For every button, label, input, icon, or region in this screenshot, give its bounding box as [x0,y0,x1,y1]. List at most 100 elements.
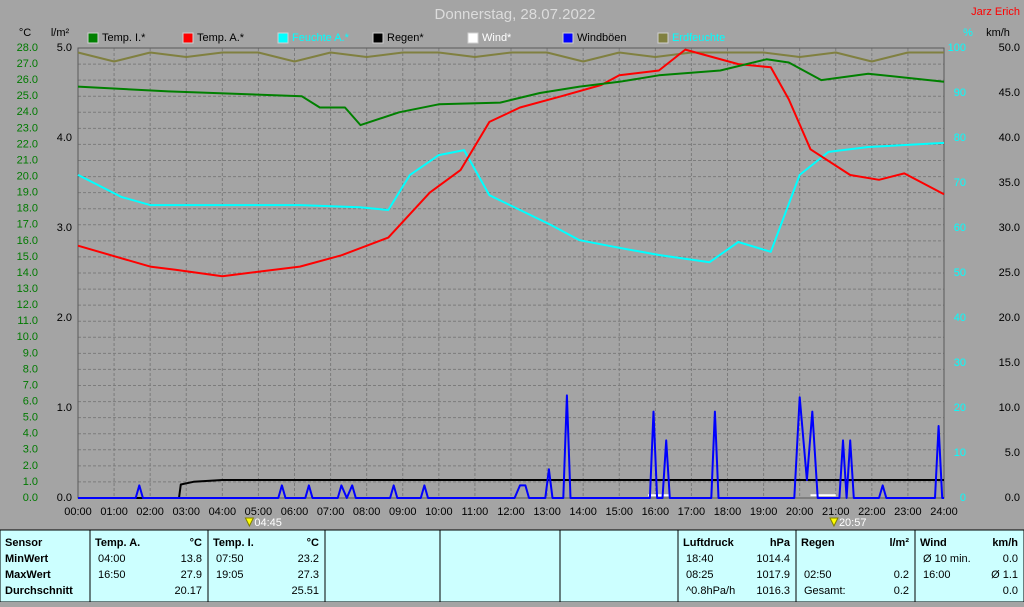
y-tick-label: 16.0 [17,235,38,247]
legend-swatch [277,32,289,44]
series-line [77,48,945,278]
x-tick-label: 00:00 [64,506,92,518]
y4-tick-label: 40.0 [999,132,1020,144]
y-axis-title: °C [19,27,31,39]
stat-time: Gesamt: [804,585,846,597]
stat-value: 13.8 [181,553,202,565]
series-line [77,58,945,127]
x-tick-label: 05:00 [245,506,273,518]
series-line [77,51,944,63]
stat-value: 20.17 [174,585,202,597]
y4-tick-label: 5.0 [1005,447,1020,459]
stat-time: 18:40 [686,553,714,565]
y4-tick-label: 50.0 [999,42,1020,54]
group-header: Regen [801,537,835,549]
y3-tick-label: 90 [954,87,966,99]
stat-value: 1017.9 [756,569,790,581]
y4-tick-label: 10.0 [999,402,1020,414]
x-tick-label: 08:00 [353,506,381,518]
series-line [78,394,944,499]
y-tick-label: 24.0 [17,106,38,118]
x-tick-label: 06:00 [281,506,309,518]
y4-tick-label: 20.0 [999,312,1020,324]
y-tick-label: 10.0 [17,331,38,343]
sun-marker [829,517,839,528]
y4-tick-label: 0.0 [1005,492,1020,504]
row-label: Sensor [5,537,43,549]
x-tick-label: 09:00 [389,506,417,518]
stat-value: 27.3 [298,569,319,581]
x-tick-label: 16:00 [642,506,670,518]
group-unit: °C [307,537,319,549]
stat-time: 16:00 [923,569,951,581]
y4-tick-label: 35.0 [999,177,1020,189]
y-tick-label: 11.0 [17,315,38,327]
x-tick-label: 19:00 [750,506,778,518]
y-tick-label: 4.0 [23,428,38,440]
y2-tick-label: 5.0 [57,42,72,54]
y3-tick-label: 40 [954,312,966,324]
y3-tick-label: 20 [954,402,966,414]
author: Jarz Erich [971,6,1020,18]
legend-swatch [372,32,384,44]
y3-tick-label: 0 [960,492,966,504]
y-tick-label: 25.0 [17,90,38,102]
legend-label: Wind* [482,32,512,44]
y3-tick-label: 50 [954,267,966,279]
y3-axis-title: % [963,27,973,39]
y2-tick-label: 0.0 [57,492,72,504]
row-label: MinWert [5,553,49,565]
y4-axis-title: km/h [986,27,1010,39]
group-unit: km/h [992,537,1018,549]
y-tick-label: 20.0 [17,170,38,182]
stat-time: Ø 10 min. [923,553,971,565]
y-tick-label: 21.0 [17,154,38,166]
stat-time: 16:50 [98,569,126,581]
stat-value: 0.2 [894,569,909,581]
group-unit: hPa [770,537,791,549]
y-tick-label: 27.0 [17,58,38,70]
x-tick-label: 01:00 [100,506,128,518]
y-tick-label: 0.0 [23,492,38,504]
y-tick-label: 15.0 [17,251,38,263]
y2-axis-title: l/m² [51,27,70,39]
stat-value: 25.51 [291,585,319,597]
y2-tick-label: 1.0 [57,402,72,414]
stat-time: 04:00 [98,553,126,565]
y-tick-label: 14.0 [17,267,38,279]
y4-tick-label: 45.0 [999,87,1020,99]
y3-tick-label: 60 [954,222,966,234]
x-tick-label: 03:00 [172,506,200,518]
chart-title: Donnerstag, 28.07.2022 [435,6,596,23]
stat-time: 07:50 [216,553,244,565]
legend-swatch [657,32,669,44]
x-tick-label: 10:00 [425,506,453,518]
stat-value: 0.2 [894,585,909,597]
sun-marker-label: 20:57 [839,517,867,529]
stat-value: 23.2 [298,553,319,565]
y-tick-label: 7.0 [23,379,38,391]
y-tick-label: 3.0 [23,444,38,456]
stat-value: Ø 1.1 [991,569,1018,581]
sun-marker [244,517,255,528]
row-label: MaxWert [5,569,51,581]
group-header: Temp. A. [95,537,140,549]
y-tick-label: 26.0 [17,74,38,86]
stat-time: 08:25 [686,569,714,581]
x-tick-label: 02:00 [136,506,164,518]
stats-panel [0,529,1024,603]
stat-value: 1016.3 [756,585,790,597]
y3-tick-label: 80 [954,132,966,144]
y-tick-label: 13.0 [17,283,38,295]
legend-label: Temp. A.* [197,32,245,44]
x-tick-label: 07:00 [317,506,345,518]
legend-label: Feuchte A.* [292,32,350,44]
legend-swatch [562,32,574,44]
stat-value: 0.0 [1003,553,1018,565]
legend-label: Erdfeuchte [672,32,725,44]
y-tick-label: 12.0 [17,299,38,311]
row-label: Durchschnitt [5,585,73,597]
x-tick-label: 18:00 [714,506,742,518]
series-line [77,141,945,264]
